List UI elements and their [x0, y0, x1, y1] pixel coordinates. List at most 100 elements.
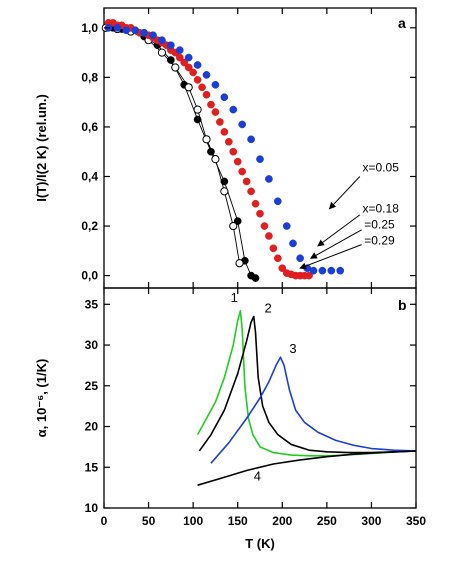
panel-a-series-3-point [327, 266, 336, 275]
panel-a-y-tick-label: 0,6 [81, 120, 98, 134]
panel-a-series-3-point [309, 266, 318, 275]
panel-a-series-3-point [149, 31, 157, 40]
panel-a-y-tick-label: 0,0 [81, 269, 98, 283]
panel-a-series-2-point [233, 157, 242, 166]
panel-a-series-3-point [296, 254, 304, 263]
panel-b-curve-3 [210, 356, 417, 464]
panel-a-series-3-point [113, 23, 122, 32]
panel-b-curve-label: 4 [254, 468, 261, 483]
panel-a-series-3-point [193, 61, 202, 69]
panel-a-series-2-point [220, 128, 229, 136]
panel-b-y-axis-label: α, 10⁻⁶, (1/K) [34, 359, 49, 438]
panel-a-series-2-point [305, 271, 313, 280]
panel-b-x-tick-label: 300 [361, 514, 381, 528]
panel-a-series-3-point [131, 26, 140, 35]
panel-a-series-2-point [269, 244, 278, 253]
panel-a-letter: a [398, 15, 406, 31]
panel-a-series-1-point [211, 155, 220, 164]
panel-a-y-tick-label: 1,0 [81, 21, 98, 35]
panel-a-series-3-point [336, 266, 345, 275]
panel-a-series-3-point [265, 175, 273, 183]
panel-a-annotation: =0.25 [364, 218, 395, 232]
panel-a-series-3-point [211, 80, 220, 89]
panel-a-series-3-point [273, 197, 282, 206]
panel-a-series-3-point [256, 155, 264, 164]
panel-a-series-3-point [289, 239, 297, 248]
panel-a-series-3-point [282, 222, 291, 230]
panel-a-series-1-point [202, 135, 211, 144]
panel-b-letter: b [398, 297, 407, 313]
panel-a-series-3-point [220, 93, 229, 102]
panel-a-annotation-arrow [309, 229, 362, 259]
panel-a-series-3-point [318, 266, 327, 275]
panel-b-x-tick-label: 100 [183, 514, 203, 528]
panel-b-curve-4 [197, 450, 417, 486]
panel-a-series-2-point [242, 177, 251, 186]
panel-a-series-3-point [229, 105, 238, 114]
panel-b-x-tick-label: 200 [272, 514, 292, 528]
panel-a-series-2-point [260, 222, 269, 230]
panel-b-curve-label: 1 [231, 290, 238, 305]
panel-a-series-2-point [180, 58, 189, 67]
panel-b-curve-1 [196, 310, 417, 457]
panel-a-series-2-point [198, 83, 206, 92]
panel-a-series-2-point [211, 108, 220, 116]
panel-a-annotation: =0.29 [364, 234, 395, 248]
panel-b-y-tick-label: 25 [85, 379, 99, 393]
panel-a-series-2-point [251, 199, 260, 208]
panel-a-series-1-point [229, 221, 238, 231]
panel-b-annotations: 1 2 3 4 [231, 290, 297, 483]
panel-a-annotation: x=0.05 [363, 161, 400, 175]
panel-a-series-2-point [207, 100, 215, 109]
panel-b-x-tick-label: 150 [228, 514, 248, 528]
panel-b-y-tick-label: 20 [85, 420, 99, 434]
panel-a-series-2-point [193, 76, 202, 84]
panel-a-series-0-point [233, 217, 242, 225]
panel-b-curve-label: 3 [289, 341, 296, 356]
panel-a-annotation-arrow [328, 176, 361, 210]
panel-a-series-2-point [184, 63, 193, 72]
panel-a-marks [101, 19, 345, 282]
panel-a-series-2-point [278, 264, 287, 273]
panel-a-annotations: x=0.05 x=0.18 =0.25 =0.29 [299, 161, 400, 270]
panel-a-series-2-point [265, 232, 273, 240]
panel-a-series-2-point [189, 68, 197, 77]
panel-a-series-0-point [251, 274, 260, 282]
panel-b-x-tick-label: 250 [317, 514, 337, 528]
panel-a-annotation: x=0.18 [363, 201, 400, 215]
panel-a-series-0-point [193, 115, 202, 124]
panel-a: 0,0 0,2 0,4 0,6 0,8 1,0 x=0.05 x=0.18 =0.25 =0.2… [34, 7, 417, 289]
panel-b-curve-2 [198, 315, 417, 454]
panel-a-series-2-point [229, 147, 238, 156]
panel-b-x-axis-label: T (K) [245, 536, 275, 551]
panel-a-series-2-point [273, 254, 282, 263]
panel-a-series-3-point [140, 28, 148, 37]
panel-a-series-3-point [184, 53, 193, 62]
panel-a-series-1-point [220, 187, 229, 196]
panel-a-series-1-point [235, 259, 244, 268]
panel-a-ticks: 0,0 0,2 0,4 0,6 0,8 1,0 [81, 8, 417, 288]
panel-a-y-tick-label: 0,4 [81, 169, 98, 183]
panel-a-series-3-point [167, 41, 175, 50]
panel-b-x-tick-label: 350 [406, 514, 426, 528]
panel-a-series-1-point [171, 63, 180, 72]
panel-a-y-axis-label: I(T)/I(2 K) (rel.un.) [34, 94, 49, 202]
panel-a-series-3-point [175, 46, 184, 54]
panel-a-y-tick-label: 0,2 [81, 219, 98, 233]
panel-a-series-1-point [193, 105, 202, 114]
panel-a-series-1-point [157, 48, 167, 57]
panel-a-series-2-point [224, 137, 233, 146]
panel-b-y-tick-label: 15 [85, 460, 99, 474]
panel-a-series-1-point [184, 83, 193, 92]
panel-b-y-tick-label: 35 [85, 297, 99, 311]
panel-a-annotation-arrow [317, 214, 361, 247]
panel-a-series-2-point [202, 90, 211, 99]
panel-b-x-tick-label: 50 [142, 514, 156, 528]
panel-a-series-2-point [238, 167, 247, 176]
panel-a-y-tick-label: 0,8 [81, 70, 98, 84]
panel-a-series-2-point [256, 209, 264, 218]
panel-b-x-tick-label: 0 [101, 514, 108, 528]
